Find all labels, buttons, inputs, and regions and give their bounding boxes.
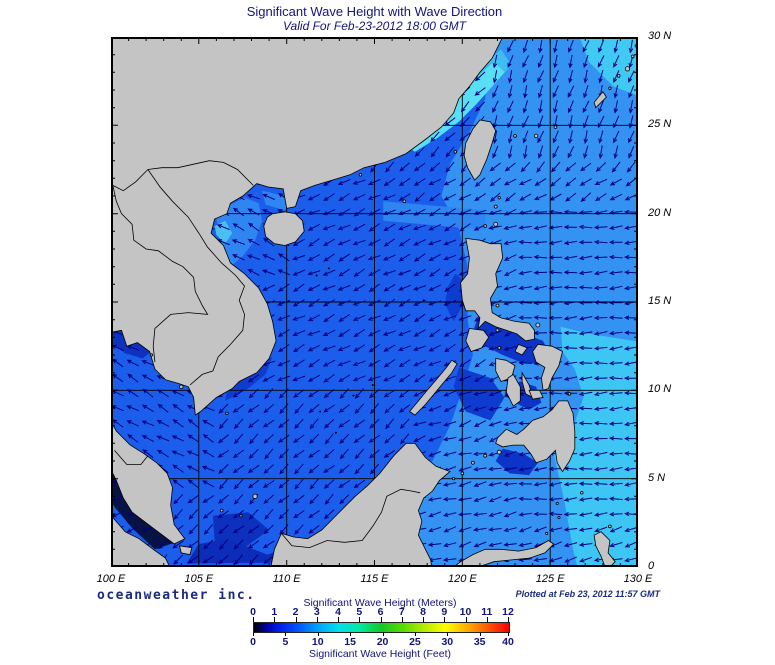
meters-tick-mark bbox=[359, 617, 361, 622]
feet-tick-mark bbox=[508, 632, 509, 636]
lon-label: 125 E bbox=[535, 573, 565, 585]
feet-tick-mark bbox=[317, 632, 319, 636]
meters-tick-mark bbox=[274, 617, 276, 622]
meters-tick-label: 5 bbox=[356, 606, 363, 618]
meters-tick-mark bbox=[316, 617, 318, 622]
feet-tick-mark bbox=[350, 632, 352, 636]
meters-tick-mark bbox=[423, 617, 424, 622]
meters-tick-mark bbox=[508, 617, 509, 622]
lat-label: 10 N bbox=[648, 383, 672, 396]
lon-label: 115 E bbox=[360, 573, 389, 585]
lon-label: 110 E bbox=[272, 573, 301, 585]
meters-tick-label: 12 bbox=[502, 606, 514, 618]
meters-tick-label: 2 bbox=[292, 606, 299, 618]
plot-timestamp: Plotted at Feb 23, 2012 11:57 GMT bbox=[515, 589, 660, 599]
meters-tick-mark bbox=[486, 617, 488, 622]
meters-tick-label: 9 bbox=[441, 606, 448, 618]
feet-tick-mark bbox=[414, 632, 416, 636]
feet-tick-label: 20 bbox=[376, 636, 389, 648]
feet-tick-label: 15 bbox=[344, 636, 356, 648]
feet-tick-label: 30 bbox=[441, 636, 454, 648]
legend-colorbar bbox=[253, 622, 510, 633]
feet-tick-mark bbox=[253, 632, 254, 636]
meters-tick-label: 0 bbox=[250, 606, 256, 618]
lon-label: 105 E bbox=[184, 573, 214, 585]
lon-label: 100 E bbox=[96, 573, 126, 585]
feet-tick-label: 25 bbox=[409, 636, 421, 648]
feet-tick-mark bbox=[382, 632, 384, 636]
map-plot-area bbox=[111, 37, 638, 567]
lat-label: 5 N bbox=[648, 471, 666, 484]
lon-label: 120 E bbox=[447, 573, 477, 585]
meters-tick-label: 6 bbox=[377, 606, 384, 618]
lon-label: 130 E bbox=[623, 573, 653, 585]
meters-tick-mark bbox=[401, 617, 403, 622]
chart-title: Significant Wave Height with Wave Direct… bbox=[246, 4, 503, 19]
meters-tick-mark bbox=[465, 617, 467, 622]
feet-tick-label: 10 bbox=[311, 636, 324, 648]
feet-tick-mark bbox=[285, 632, 287, 636]
meters-tick-label: 4 bbox=[335, 606, 341, 618]
meters-tick-label: 11 bbox=[481, 606, 493, 618]
legend-title-feet: Significant Wave Height (Feet) bbox=[308, 648, 451, 660]
meters-tick-mark bbox=[338, 617, 339, 622]
oceanweather-logo: oceanweather inc. bbox=[97, 588, 256, 603]
meters-tick-mark bbox=[380, 617, 382, 622]
meters-tick-label: 10 bbox=[459, 606, 472, 618]
lat-label: 15 N bbox=[648, 295, 672, 307]
feet-tick-label: 0 bbox=[250, 636, 256, 648]
meters-tick-mark bbox=[253, 617, 254, 622]
lat-label: 0 bbox=[648, 560, 655, 572]
lat-label: 25 N bbox=[648, 118, 672, 131]
chart-titles: Significant Wave Height with Wave Direct… bbox=[111, 4, 638, 33]
legend-title-meters: Significant Wave Height (Meters) bbox=[303, 597, 457, 609]
feet-tick-mark bbox=[479, 632, 481, 636]
wave-direction-map bbox=[111, 37, 638, 567]
meters-tick-label: 8 bbox=[420, 606, 426, 618]
feet-tick-label: 40 bbox=[502, 636, 514, 648]
lat-label: 30 N bbox=[648, 30, 672, 42]
meters-tick-mark bbox=[295, 617, 297, 622]
chart-valid-time: Valid For Feb-23-2012 18:00 GMT bbox=[283, 19, 466, 33]
feet-tick-label: 5 bbox=[282, 636, 289, 648]
lat-label: 20 N bbox=[648, 206, 672, 219]
feet-tick-mark bbox=[447, 632, 449, 636]
meters-tick-mark bbox=[444, 617, 446, 622]
meters-tick-label: 3 bbox=[313, 606, 320, 618]
feet-tick-label: 35 bbox=[473, 636, 486, 648]
meters-tick-label: 1 bbox=[271, 606, 278, 618]
meters-tick-label: 7 bbox=[398, 606, 405, 618]
